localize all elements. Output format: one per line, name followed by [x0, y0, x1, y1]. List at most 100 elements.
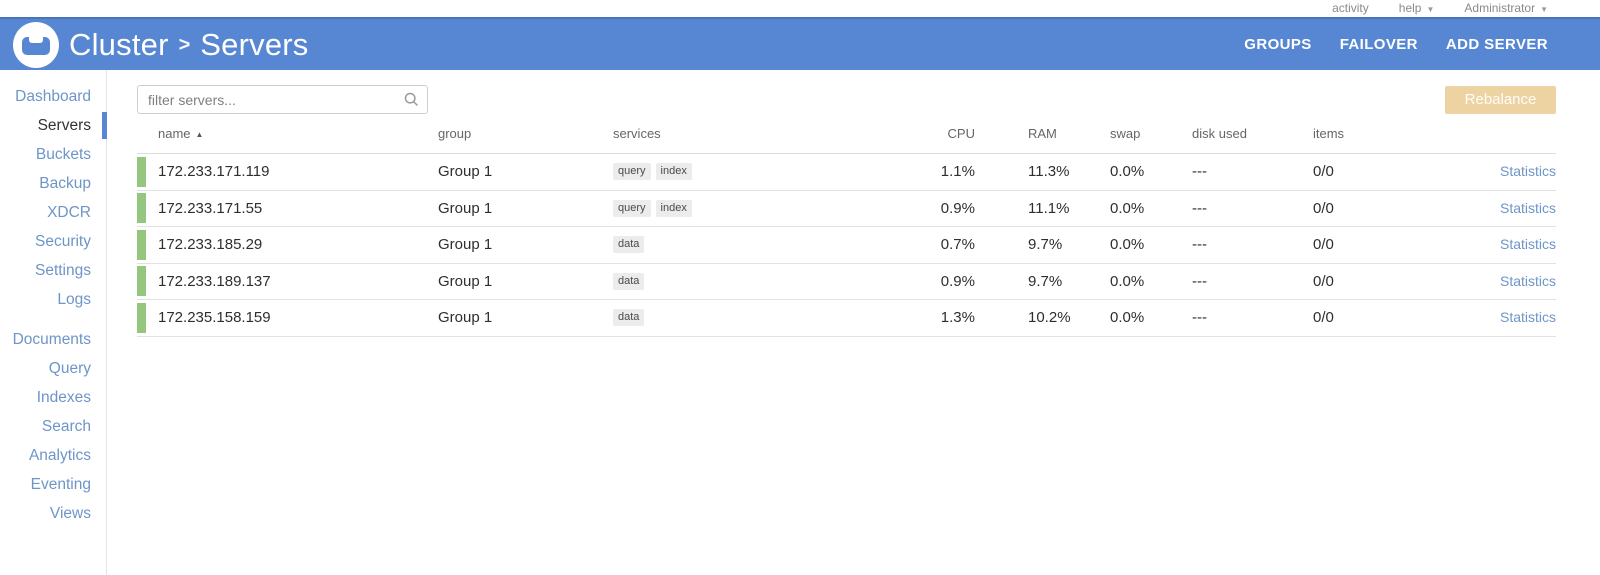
- servers-table: name ▲ group services CPU RAM swap disk u…: [137, 114, 1556, 337]
- server-disk-used: ---: [1192, 236, 1207, 254]
- server-cpu: 1.1%: [940, 163, 975, 181]
- search-icon: [404, 92, 419, 107]
- statistics-link[interactable]: Statistics: [1499, 199, 1556, 216]
- sidebar-item-analytics[interactable]: Analytics: [28, 447, 91, 464]
- sidebar-item-security[interactable]: Security: [35, 233, 91, 250]
- service-badge: index: [655, 163, 692, 181]
- server-ram: 10.2%: [1028, 309, 1071, 327]
- server-name: 172.233.171.55: [158, 199, 263, 217]
- service-badge: query: [613, 199, 651, 217]
- server-items: 0/0: [1313, 163, 1334, 181]
- app-header: Cluster > Servers GROUPS FAILOVER ADD SE…: [0, 17, 1600, 70]
- table-row[interactable]: 172.233.171.55 Group 1 query index 0.9% 1…: [137, 191, 1556, 227]
- sidebar-item-query[interactable]: Query: [48, 360, 91, 377]
- top-utility-bar: activity help ▼ Administrator ▼: [0, 0, 1600, 17]
- table-header-row: name ▲ group services CPU RAM swap disk u…: [137, 114, 1556, 154]
- server-disk-used: ---: [1192, 163, 1207, 181]
- server-ram: 9.7%: [1028, 272, 1063, 290]
- server-ram: 11.3%: [1028, 163, 1070, 181]
- table-row[interactable]: 172.233.171.119 Group 1 query index 1.1% …: [137, 154, 1556, 191]
- couchbase-logo-icon[interactable]: [13, 21, 59, 68]
- server-services: data: [613, 236, 880, 254]
- column-header-services[interactable]: services: [613, 126, 661, 141]
- service-badge: data: [613, 272, 645, 290]
- sidebar-item-backup[interactable]: Backup: [39, 175, 91, 192]
- sidebar-item-views[interactable]: Views: [49, 505, 91, 522]
- failover-button[interactable]: FAILOVER: [1339, 36, 1418, 53]
- server-swap: 0.0%: [1110, 272, 1145, 290]
- server-status-indicator: [137, 266, 146, 297]
- server-name: 172.235.158.159: [158, 309, 271, 327]
- chevron-down-icon: ▼: [1426, 4, 1435, 14]
- servers-toolbar: Rebalance: [137, 85, 1556, 114]
- table-row[interactable]: 172.235.158.159 Group 1 data 1.3% 10.2% …: [137, 300, 1556, 337]
- sidebar-item-logs[interactable]: Logs: [57, 291, 91, 308]
- column-header-ram[interactable]: RAM: [1028, 126, 1057, 141]
- column-header-cpu[interactable]: CPU: [947, 126, 975, 141]
- sidebar-item-search[interactable]: Search: [41, 418, 91, 435]
- server-services: query index: [613, 163, 880, 181]
- server-items: 0/0: [1313, 272, 1334, 290]
- server-swap: 0.0%: [1110, 199, 1145, 217]
- sidebar-item-dashboard[interactable]: Dashboard: [15, 88, 91, 105]
- server-swap: 0.0%: [1110, 236, 1145, 254]
- column-header-name[interactable]: name ▲: [158, 126, 204, 141]
- statistics-link[interactable]: Statistics: [1499, 163, 1556, 180]
- help-menu[interactable]: help ▼: [1398, 1, 1435, 15]
- breadcrumb-separator-icon: >: [178, 34, 191, 56]
- groups-button[interactable]: GROUPS: [1244, 36, 1312, 53]
- statistics-link[interactable]: Statistics: [1499, 236, 1556, 253]
- column-header-swap[interactable]: swap: [1110, 126, 1141, 141]
- filter-field-wrap: [137, 85, 428, 114]
- server-ram: 9.7%: [1028, 236, 1063, 254]
- server-services: query index: [613, 199, 880, 217]
- sidebar-item-indexes[interactable]: Indexes: [36, 389, 91, 406]
- statistics-link[interactable]: Statistics: [1499, 309, 1556, 326]
- server-status-indicator: [137, 229, 146, 260]
- sidebar-item-eventing[interactable]: Eventing: [30, 476, 91, 493]
- column-header-disk-used[interactable]: disk used: [1192, 126, 1247, 141]
- server-items: 0/0: [1313, 309, 1334, 327]
- server-services: data: [613, 309, 880, 327]
- server-name: 172.233.171.119: [158, 163, 270, 181]
- sidebar-item-servers[interactable]: Servers: [0, 111, 107, 140]
- sidebar-item-xdcr[interactable]: XDCR: [47, 204, 91, 221]
- page-title: Servers: [200, 26, 309, 62]
- activity-link[interactable]: activity: [1332, 1, 1369, 15]
- server-cpu: 0.7%: [940, 236, 975, 254]
- servers-page: Rebalance name▲ group services CPU RAM s…: [107, 70, 1600, 575]
- server-group: Group 1: [438, 236, 493, 254]
- column-header-items[interactable]: items: [1313, 126, 1345, 141]
- user-menu[interactable]: Administrator ▼: [1464, 1, 1548, 15]
- server-group: Group 1: [438, 309, 493, 327]
- column-header-group[interactable]: group: [438, 126, 472, 141]
- server-name: 172.233.185.29: [158, 236, 263, 254]
- server-swap: 0.0%: [1110, 163, 1145, 181]
- service-badge: query: [613, 163, 651, 181]
- breadcrumb-cluster: Cluster: [69, 26, 169, 62]
- server-status-indicator: [137, 156, 146, 187]
- sidebar-group-workbench: Documents Query Indexes Search Analytics…: [0, 325, 106, 528]
- service-badge: index: [655, 199, 692, 217]
- server-group: Group 1: [438, 272, 493, 290]
- server-services: data: [613, 272, 880, 290]
- header-actions: GROUPS FAILOVER ADD SERVER: [1244, 36, 1548, 53]
- statistics-link[interactable]: Statistics: [1499, 272, 1556, 289]
- sidebar-item-documents[interactable]: Documents: [12, 331, 91, 348]
- sidebar-item-settings[interactable]: Settings: [34, 262, 91, 279]
- server-items: 0/0: [1313, 236, 1334, 254]
- server-group: Group 1: [438, 163, 493, 181]
- server-status-indicator: [137, 302, 146, 333]
- table-row[interactable]: 172.233.185.29 Group 1 data 0.7% 9.7% 0.…: [137, 227, 1556, 264]
- server-group: Group 1: [438, 199, 493, 217]
- table-row[interactable]: 172.233.189.137 Group 1 data 0.9% 9.7% 0…: [137, 264, 1556, 300]
- server-cpu: 0.9%: [940, 272, 975, 290]
- sort-asc-icon: ▲: [195, 130, 204, 139]
- sidebar-item-buckets[interactable]: Buckets: [35, 146, 91, 163]
- add-server-button[interactable]: ADD SERVER: [1445, 36, 1548, 53]
- filter-servers-input[interactable]: [137, 85, 428, 114]
- server-items: 0/0: [1313, 199, 1334, 217]
- service-badge: data: [613, 309, 645, 327]
- server-swap: 0.0%: [1110, 309, 1145, 327]
- rebalance-button[interactable]: Rebalance: [1445, 85, 1556, 114]
